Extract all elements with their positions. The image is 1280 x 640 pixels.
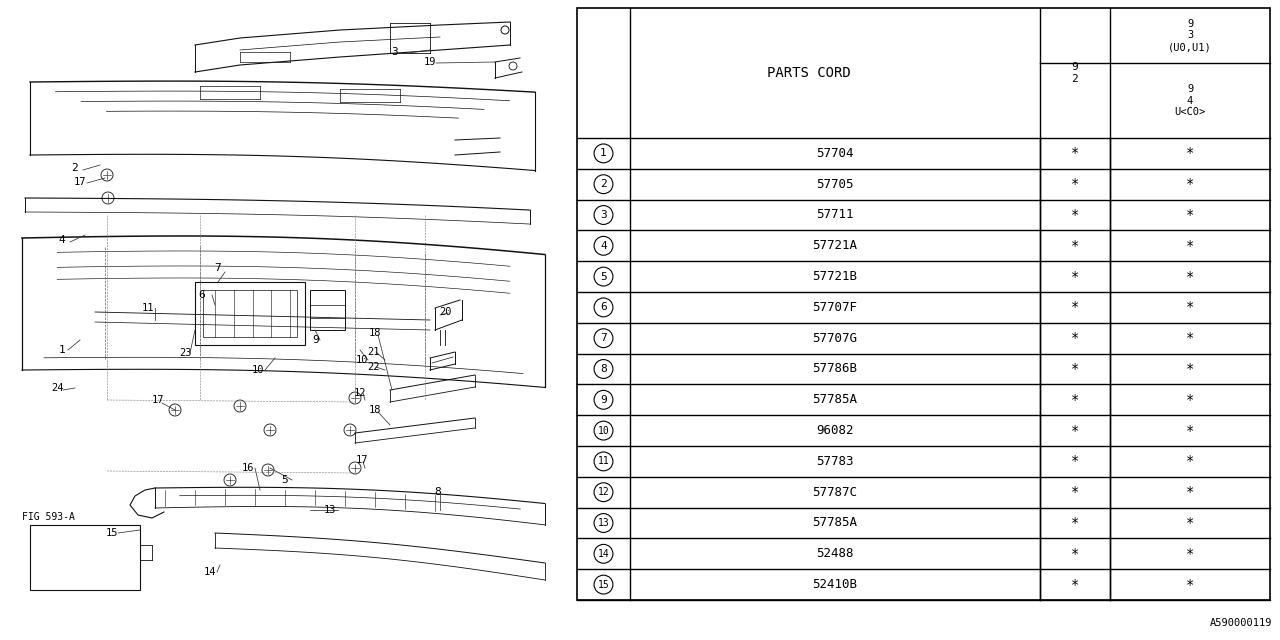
Text: 57721B: 57721B: [813, 270, 858, 283]
Text: 8: 8: [435, 487, 442, 497]
Text: *: *: [1185, 424, 1194, 438]
Text: *: *: [1185, 208, 1194, 222]
Text: 17: 17: [152, 395, 164, 405]
Text: *: *: [1185, 239, 1194, 253]
Text: 19: 19: [424, 57, 436, 67]
Text: *: *: [1071, 269, 1079, 284]
Text: PARTS CORD: PARTS CORD: [767, 66, 850, 80]
Text: 23: 23: [179, 348, 191, 358]
Text: 57721A: 57721A: [813, 239, 858, 252]
Bar: [577, 8, 1270, 600]
Text: 7: 7: [600, 333, 607, 343]
Text: 17: 17: [74, 177, 86, 187]
Text: 14: 14: [204, 567, 216, 577]
Text: *: *: [1185, 332, 1194, 345]
Text: 9: 9: [312, 335, 320, 345]
Text: 12: 12: [353, 388, 366, 398]
Text: 9
4
U<C0>: 9 4 U<C0>: [1174, 84, 1206, 117]
Text: *: *: [1185, 516, 1194, 530]
Text: 9: 9: [600, 395, 607, 404]
Text: *: *: [1071, 454, 1079, 468]
Text: 10: 10: [356, 355, 369, 365]
Text: *: *: [1185, 547, 1194, 561]
Text: 18: 18: [369, 405, 381, 415]
Text: 13: 13: [324, 505, 337, 515]
Text: 10: 10: [252, 365, 264, 375]
Text: *: *: [1185, 454, 1194, 468]
Text: *: *: [1071, 424, 1079, 438]
Text: *: *: [1185, 393, 1194, 407]
Text: *: *: [1071, 393, 1079, 407]
Text: 18: 18: [369, 328, 381, 338]
Text: *: *: [1071, 362, 1079, 376]
Text: 52488: 52488: [817, 547, 854, 560]
Text: *: *: [1071, 300, 1079, 314]
Text: 57707F: 57707F: [813, 301, 858, 314]
Text: 21: 21: [367, 347, 380, 357]
Text: *: *: [1071, 485, 1079, 499]
Text: 57711: 57711: [817, 209, 854, 221]
Text: *: *: [1071, 547, 1079, 561]
Bar: [310, 290, 346, 330]
Bar: [195, 282, 305, 345]
Text: 3: 3: [600, 210, 607, 220]
Text: *: *: [1185, 269, 1194, 284]
Text: 12: 12: [598, 487, 609, 497]
Text: 16: 16: [242, 463, 255, 473]
Text: *: *: [1185, 300, 1194, 314]
Text: 57786B: 57786B: [813, 362, 858, 376]
Text: 5: 5: [600, 271, 607, 282]
Text: 1: 1: [59, 345, 65, 355]
Text: 96082: 96082: [817, 424, 854, 437]
Text: 13: 13: [598, 518, 609, 528]
Text: *: *: [1185, 362, 1194, 376]
Text: 14: 14: [598, 549, 609, 559]
Text: 57705: 57705: [817, 178, 854, 191]
Text: 5: 5: [282, 475, 288, 485]
Text: 2: 2: [72, 163, 78, 173]
Text: 6: 6: [600, 302, 607, 312]
Text: 4: 4: [59, 235, 65, 245]
Text: 57707G: 57707G: [813, 332, 858, 345]
Text: *: *: [1071, 239, 1079, 253]
Text: 7: 7: [215, 263, 221, 273]
Text: 15: 15: [106, 528, 118, 538]
Text: *: *: [1071, 208, 1079, 222]
Text: 57785A: 57785A: [813, 516, 858, 529]
Text: 8: 8: [600, 364, 607, 374]
Text: 57785A: 57785A: [813, 394, 858, 406]
Bar: [204, 290, 297, 337]
Text: *: *: [1071, 177, 1079, 191]
Text: 10: 10: [598, 426, 609, 436]
Text: 11: 11: [598, 456, 609, 467]
Text: *: *: [1071, 332, 1079, 345]
Text: *: *: [1185, 147, 1194, 161]
Text: 9
3
(U0,U1): 9 3 (U0,U1): [1169, 19, 1212, 52]
Text: A590000119: A590000119: [1210, 618, 1272, 628]
Bar: [29, 525, 140, 590]
Text: 20: 20: [439, 307, 452, 317]
Text: FIG 593-A: FIG 593-A: [22, 512, 74, 522]
Text: 4: 4: [600, 241, 607, 251]
Text: *: *: [1071, 147, 1079, 161]
Text: 1: 1: [600, 148, 607, 158]
Text: *: *: [1071, 578, 1079, 591]
Text: 3: 3: [392, 47, 398, 57]
Text: 52410B: 52410B: [813, 578, 858, 591]
Text: *: *: [1185, 177, 1194, 191]
Text: 9
2: 9 2: [1071, 62, 1078, 84]
Text: 57704: 57704: [817, 147, 854, 160]
Text: 11: 11: [142, 303, 155, 313]
Text: 22: 22: [367, 362, 380, 372]
Text: *: *: [1071, 516, 1079, 530]
Text: 24: 24: [51, 383, 64, 393]
Text: 17: 17: [356, 455, 369, 465]
Text: 6: 6: [198, 290, 205, 300]
Text: *: *: [1185, 485, 1194, 499]
Text: 15: 15: [598, 580, 609, 589]
Text: 57783: 57783: [817, 455, 854, 468]
Text: *: *: [1185, 578, 1194, 591]
Text: 2: 2: [600, 179, 607, 189]
Text: 57787C: 57787C: [813, 486, 858, 499]
